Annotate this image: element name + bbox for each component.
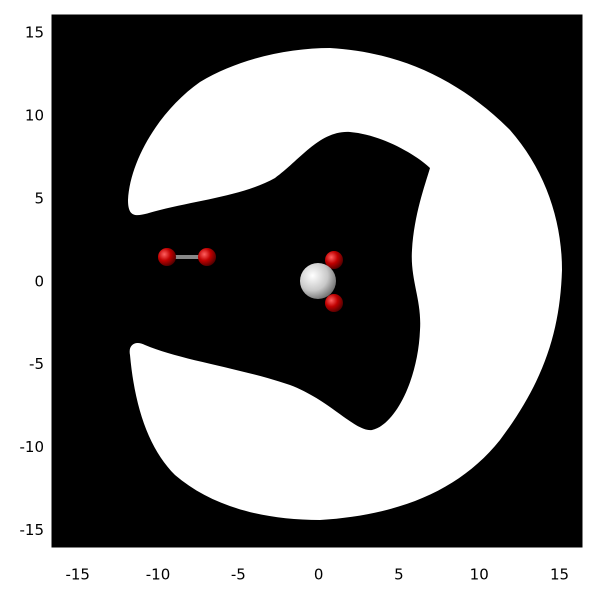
chart: -15 -10 -5 0 5 10 15 -15 -10 -5 0 5 10 15 <box>0 0 599 587</box>
metal-atom <box>300 263 336 299</box>
x-tick-label: 0 <box>314 566 324 584</box>
y-tick-label: -15 <box>20 521 45 539</box>
oxygen-atom <box>158 248 176 266</box>
y-tick-label: 0 <box>34 272 44 290</box>
x-tick-label: -5 <box>231 566 246 584</box>
y-tick-label: 10 <box>25 107 44 125</box>
oxygen-atom <box>198 248 216 266</box>
y-tick-label: -5 <box>29 355 44 373</box>
x-tick-label: -15 <box>65 566 90 584</box>
x-tick-label: 15 <box>550 566 569 584</box>
y-tick-label: 15 <box>25 24 44 42</box>
x-tick-label: -10 <box>146 566 171 584</box>
oxygen-atom <box>325 294 343 312</box>
y-tick-label: 5 <box>34 189 44 207</box>
y-tick-label: -10 <box>20 438 45 456</box>
x-tick-label: 5 <box>394 566 404 584</box>
x-tick-label: 10 <box>470 566 489 584</box>
